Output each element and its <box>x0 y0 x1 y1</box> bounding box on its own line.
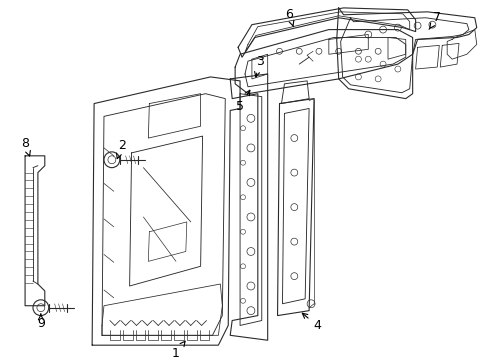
Text: 1: 1 <box>172 341 185 360</box>
Text: 7: 7 <box>429 11 441 29</box>
Text: 3: 3 <box>255 55 264 77</box>
Text: 6: 6 <box>286 8 294 27</box>
Text: 8: 8 <box>21 136 30 156</box>
Text: 2: 2 <box>117 139 125 159</box>
Text: 4: 4 <box>302 313 321 332</box>
Text: 9: 9 <box>37 314 45 330</box>
Text: 5: 5 <box>236 90 250 113</box>
